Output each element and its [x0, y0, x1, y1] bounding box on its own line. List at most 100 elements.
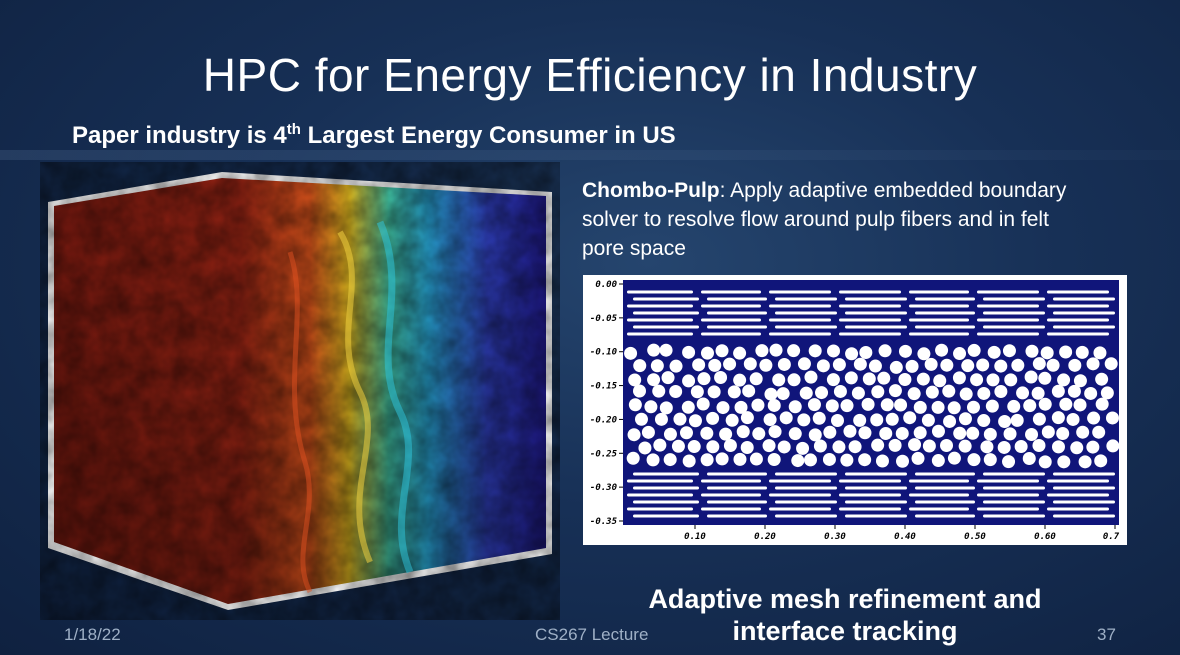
fiber-cross-section — [1059, 345, 1073, 359]
pore-space-plot: 0.00 -0.05 -0.10 -0.15 -0.20 -0.25 -0.30 -0.35 … — [583, 275, 1127, 545]
fiber-bar — [983, 297, 1045, 301]
fiber-cross-section — [1057, 455, 1071, 469]
fiber-cross-section — [719, 427, 733, 441]
fiber-cross-section — [803, 453, 817, 467]
fiber-cross-section — [983, 453, 997, 467]
fiber-cross-section — [1032, 439, 1046, 453]
fiber-cross-section — [858, 426, 872, 440]
fiber-cross-section — [700, 453, 714, 467]
fiber-cross-section — [682, 374, 696, 388]
fiber-bar — [1053, 311, 1115, 315]
fiber-cross-section — [742, 384, 756, 398]
fiber-bar — [983, 486, 1045, 490]
fiber-cross-section — [1067, 384, 1081, 398]
fiber-cross-section — [1070, 441, 1084, 455]
fiber-cross-section — [755, 344, 769, 358]
fiber-cross-section — [671, 439, 685, 453]
fiber-bar — [909, 304, 969, 308]
fiber-bar — [977, 318, 1039, 322]
fiber-bar — [775, 472, 837, 476]
fiber-cross-section — [987, 345, 1001, 359]
fiber-cross-section — [1038, 397, 1052, 411]
fiber-cross-section — [807, 398, 821, 412]
fiber-cross-section — [853, 413, 867, 427]
fiber-cross-section — [706, 440, 720, 454]
fiber-cross-section — [734, 400, 748, 414]
fiber-bar — [915, 325, 975, 329]
fiber-cross-section — [797, 413, 811, 427]
fiber-cross-section — [681, 400, 695, 414]
fiber-cross-section — [659, 401, 673, 415]
fiber-cross-section — [908, 438, 922, 452]
fiber-cross-section — [749, 372, 763, 386]
fiber-cross-section — [669, 384, 683, 398]
fiber-bar — [701, 479, 761, 483]
fiber-cross-section — [1041, 425, 1055, 439]
slide-subtitle: Paper industry is 4th Largest Energy Con… — [72, 121, 676, 150]
fiber-bar — [909, 332, 969, 336]
fiber-bar — [909, 290, 969, 294]
fiber-cross-section — [749, 452, 763, 466]
fiber-cross-section — [943, 414, 957, 428]
fiber-bar — [845, 311, 907, 315]
fiber-cross-section — [832, 358, 846, 372]
fiber-bar — [909, 507, 969, 511]
fiber-cross-section — [767, 398, 781, 412]
fiber-bar — [915, 297, 975, 301]
fiber-cross-section — [911, 451, 925, 465]
fiber-bar — [769, 318, 831, 322]
fiber-cross-section — [977, 414, 991, 428]
y-tick-label: -0.25 — [590, 449, 618, 459]
fiber-cross-section — [907, 387, 921, 401]
fiber-bar — [845, 514, 907, 518]
fiber-cross-section — [1051, 411, 1065, 425]
fiber-cross-section — [697, 372, 711, 386]
subtitle-superscript: th — [286, 121, 301, 138]
fiber-cross-section — [763, 413, 777, 427]
fiber-cross-section — [994, 359, 1008, 373]
fiber-cross-section — [862, 372, 876, 386]
fiber-cross-section — [1073, 398, 1087, 412]
fiber-cross-section — [816, 359, 830, 373]
fiber-bar — [977, 304, 1039, 308]
fiber-cross-section — [1011, 358, 1025, 372]
fiber-cross-section — [1087, 411, 1101, 425]
fiber-cross-section — [953, 347, 967, 361]
fiber-cross-section — [889, 360, 903, 374]
pore-space-plot-svg: 0.00-0.05-0.10-0.15-0.20-0.25-0.30-0.35 … — [590, 280, 1120, 542]
fiber-bar — [909, 493, 969, 497]
fiber-cross-section — [687, 440, 701, 454]
fiber-cross-section — [845, 347, 859, 361]
fiber-bar — [1053, 472, 1115, 476]
fiber-cross-section — [1100, 386, 1114, 400]
fiber-bar — [707, 486, 767, 490]
fiber-cross-section — [628, 373, 642, 387]
description-bold-term: Chombo-Pulp — [582, 179, 720, 202]
fiber-cross-section — [707, 385, 721, 399]
fiber-bar — [977, 332, 1039, 336]
fiber-bar — [839, 507, 901, 511]
fiber-cross-section — [924, 357, 938, 371]
fiber-cross-section — [682, 345, 696, 359]
fiber-bar — [1047, 318, 1109, 322]
fiber-cross-section — [826, 344, 840, 358]
fiber-bar — [707, 514, 767, 518]
fiber-cross-section — [769, 343, 783, 357]
fiber-cross-section — [931, 454, 945, 468]
fiber-cross-section — [654, 412, 668, 426]
fiber-bar — [977, 493, 1039, 497]
fiber-cross-section — [885, 412, 899, 426]
fiber-cross-section — [933, 374, 947, 388]
fiber-cross-section — [822, 452, 836, 466]
fiber-cross-section — [627, 428, 641, 442]
fiber-cross-section — [1105, 411, 1119, 425]
fiber-bar — [845, 486, 907, 490]
fiber-cross-section — [663, 427, 677, 441]
fiber-cross-section — [740, 441, 754, 455]
fiber-cross-section — [725, 413, 739, 427]
fiber-bar — [775, 514, 837, 518]
fiber-cross-section — [692, 358, 706, 372]
chombo-pulp-description: Chombo-Pulp: Apply adaptive embedded bou… — [582, 176, 1082, 263]
fiber-bar — [707, 472, 767, 476]
fiber-cross-section — [844, 371, 858, 385]
